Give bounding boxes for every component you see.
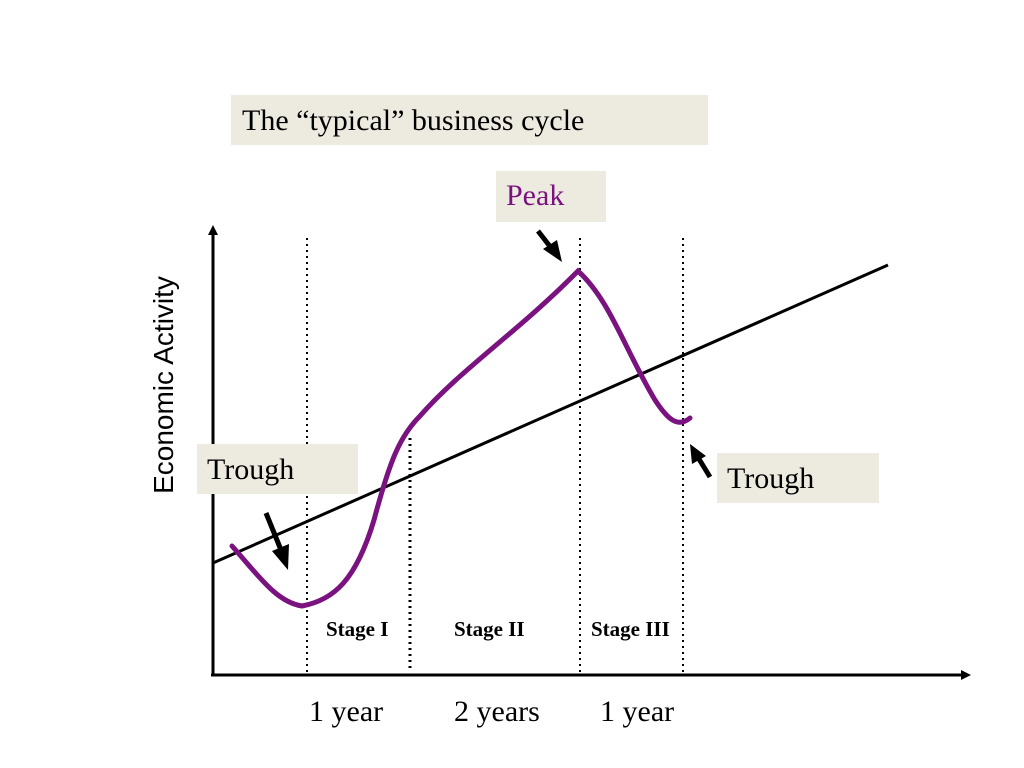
y-axis-label: Economic Activity (148, 276, 179, 494)
duration-label-1: 1 year (309, 695, 383, 728)
trough-right-label-box: Trough (717, 453, 879, 503)
trough-left-label: Trough (207, 453, 295, 486)
peak-arrow (536, 229, 562, 262)
duration-label-3: 1 year (600, 695, 674, 728)
trough-right-label: Trough (727, 462, 815, 495)
trough-right-arrow (690, 444, 713, 479)
peak-label: Peak (506, 179, 565, 212)
trough-left-label-box: Trough (197, 444, 358, 494)
trend-line (212, 263, 889, 565)
diagram-title: The “typical” business cycle (242, 104, 585, 137)
cycle-curve (229, 267, 693, 609)
duration-label-2: 2 years (454, 695, 540, 728)
stage-label-3: Stage III (591, 617, 670, 641)
stage-label-1: Stage I (326, 617, 388, 641)
title-box: The “typical” business cycle (231, 95, 708, 145)
peak-label-box: Peak (496, 171, 606, 222)
trough-left-arrow (263, 512, 289, 570)
stage-label-2: Stage II (454, 617, 525, 641)
